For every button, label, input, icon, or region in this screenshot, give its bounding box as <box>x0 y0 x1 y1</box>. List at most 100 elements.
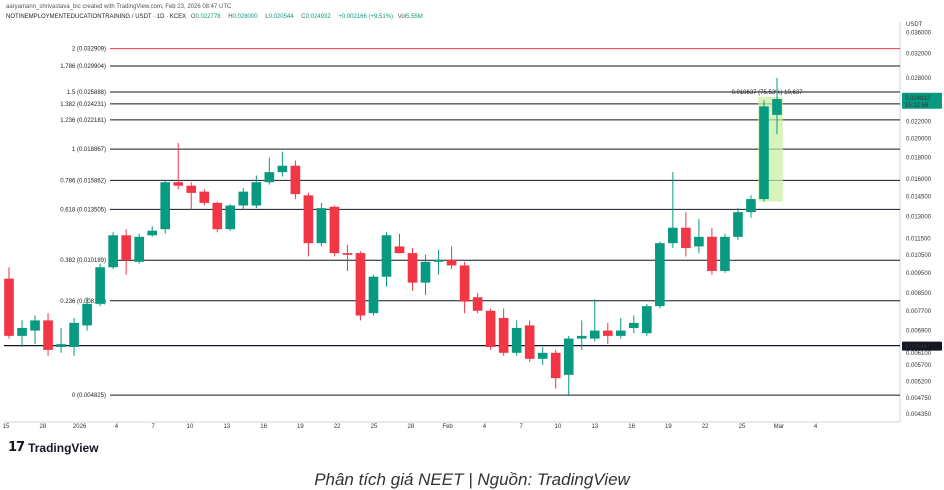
candle-body <box>498 317 509 353</box>
marker-price-label: 0.006347 <box>905 344 931 350</box>
fib-level-label: 1 (0.018867) <box>72 147 106 153</box>
volume: Vol5.55M <box>397 14 423 20</box>
candle-body <box>681 227 691 249</box>
last-price-timer: 15:12:59 <box>905 103 929 109</box>
figure-caption: Phân tích giá NEET | Nguồn: TradingView <box>314 470 630 489</box>
ohlc-open: O0.022778 <box>190 14 221 20</box>
fib-level-label: 1.236 (0.022181) <box>60 118 106 124</box>
candle-body <box>420 261 431 283</box>
y-tick-label: 0.010500 <box>906 253 932 259</box>
currency-label: USDT <box>906 22 923 28</box>
candle-body <box>17 327 27 336</box>
candle-body <box>225 205 236 230</box>
x-tick-label: 25 <box>371 424 378 430</box>
y-tick-label: 0.009500 <box>906 271 932 277</box>
last-price-tag <box>902 92 942 109</box>
x-tick-label: 28 <box>407 424 414 430</box>
price-chart[interactable]: 0.0360000.0320000.0280000.0240000.022000… <box>0 0 944 462</box>
candle-body <box>563 338 574 375</box>
candle-body <box>720 236 730 271</box>
candle-body <box>30 320 40 331</box>
x-tick-label: 28 <box>39 424 46 430</box>
candle-body <box>277 165 288 173</box>
candle-body <box>303 195 314 244</box>
candle-body <box>759 106 769 200</box>
candle-body <box>707 236 717 271</box>
candle-body <box>160 182 171 230</box>
x-tick-label: 4 <box>814 424 818 430</box>
candle-body <box>329 206 340 254</box>
chart-frame: aaryamann_shrivastava_bic created with T… <box>0 0 944 462</box>
fib-level-label: 1.382 (0.024231) <box>60 102 106 108</box>
y-tick-label: 0.036000 <box>906 30 932 36</box>
candle-body <box>602 330 613 336</box>
candle-body <box>485 310 496 347</box>
y-tick-label: 0.008500 <box>906 291 932 297</box>
ohlc-high: H0.028000 <box>228 14 258 20</box>
candle-body <box>134 236 144 262</box>
candle-body <box>550 352 561 379</box>
candle-body <box>56 344 66 347</box>
candle-body <box>355 253 366 316</box>
x-tick-label: 19 <box>297 424 304 430</box>
x-tick-label: 10 <box>187 424 194 430</box>
candle-body <box>108 235 118 268</box>
x-tick-label: 16 <box>260 424 267 430</box>
candle-body <box>407 253 418 283</box>
candle-body <box>537 352 548 359</box>
x-tick-label: 2026 <box>73 424 87 430</box>
candle-body <box>342 253 353 255</box>
candle-body <box>576 335 587 339</box>
fib-level-label: 1.786 (0.029904) <box>60 64 106 70</box>
ohlc-change: +0.002166 (+9.51%) <box>338 14 394 20</box>
ohlc-low: L0.020544 <box>265 14 294 20</box>
fib-level-label: 0 (0.004825) <box>72 393 106 399</box>
y-tick-label: 0.018000 <box>906 156 932 162</box>
x-tick-label: 22 <box>334 424 341 430</box>
tradingview-logo[interactable]: 17 TradingView <box>8 440 99 455</box>
x-tick-label: 13 <box>591 424 598 430</box>
y-tick-label: 0.007700 <box>906 309 932 315</box>
x-tick-label: 10 <box>555 424 562 430</box>
candle-body <box>212 202 223 230</box>
y-tick-label: 0.013000 <box>906 214 932 220</box>
candle-body <box>524 325 535 359</box>
candle-body <box>615 330 626 336</box>
candle-body <box>264 172 275 183</box>
y-tick-label: 0.005700 <box>906 363 932 369</box>
candle-body <box>772 99 782 115</box>
creator-line: aaryamann_shrivastava_bic created with T… <box>6 4 232 10</box>
candle-body <box>628 322 639 328</box>
y-tick-label: 0.020000 <box>906 137 932 143</box>
candle-body <box>655 243 665 307</box>
last-price-label: 0.024932 <box>905 96 931 102</box>
y-tick-label: 0.014500 <box>906 195 932 201</box>
y-tick-label: 0.004750 <box>906 396 932 402</box>
symbol-name[interactable]: NOTINEMPLOYMENTEDUCATIONTRAINING / USDT … <box>6 14 187 20</box>
x-tick-label: 15 <box>3 424 10 430</box>
candle-body <box>668 227 678 244</box>
y-tick-label: 0.022000 <box>906 119 932 125</box>
candle-body <box>446 260 457 266</box>
candle-body <box>238 191 249 206</box>
fib-level-label: 0.382 (0.010189) <box>60 258 106 264</box>
fib-level-label: 0.236 (0.008138) <box>60 299 106 305</box>
x-tick-label: 19 <box>665 424 672 430</box>
candle-body <box>173 182 184 186</box>
candle-body <box>199 191 210 203</box>
candle-body <box>69 322 79 347</box>
candle-body <box>290 165 301 195</box>
x-tick-label: Feb <box>442 424 453 430</box>
candle-body <box>433 260 444 262</box>
candle-body <box>746 199 756 213</box>
candle-body <box>368 276 379 314</box>
x-tick-label: Mar <box>774 424 784 430</box>
x-tick-label: 4 <box>115 424 119 430</box>
candle-body <box>147 230 158 236</box>
y-tick-label: 0.006900 <box>906 329 932 335</box>
x-tick-label: 7 <box>520 424 524 430</box>
measure-label: 0.010637 (75.53%) 10,637 <box>731 90 803 96</box>
y-tick-label: 0.028000 <box>906 76 932 82</box>
x-tick-label: 16 <box>628 424 635 430</box>
y-tick-label: 0.005200 <box>906 380 932 386</box>
